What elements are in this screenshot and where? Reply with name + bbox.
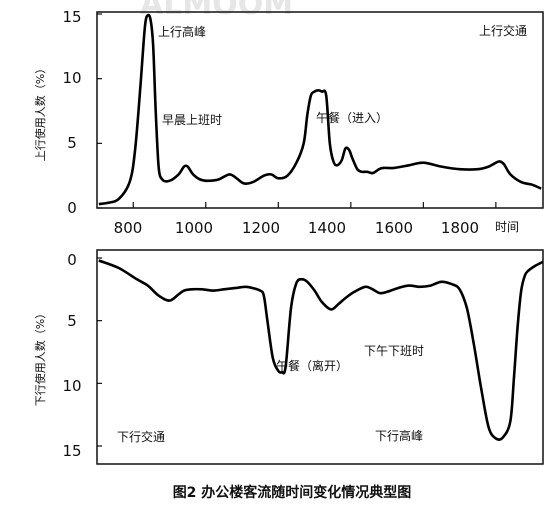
- annotation-down-peak: 下行高峰: [375, 428, 423, 443]
- x-tick-1600: 1600: [375, 219, 413, 237]
- up-tick-group: [97, 13, 497, 209]
- down-y-tick-15: 15: [62, 442, 81, 460]
- down-y-tick-0: 0: [67, 251, 77, 269]
- figure-caption: 图2 办公楼客流随时间变化情况典型图: [173, 484, 412, 501]
- annotation-lunch-in: 午餐（进入）: [316, 110, 388, 125]
- down-tick-group: [97, 257, 102, 447]
- x-tick-800: 800: [114, 219, 143, 237]
- up-y-axis-label: 上行使用人数（%）: [34, 63, 47, 161]
- up-y-tick-15: 15: [62, 8, 81, 26]
- up-traffic-line: [98, 13, 542, 206]
- up-y-tick-0: 0: [67, 199, 77, 217]
- x-tick-1800: 1800: [441, 219, 479, 237]
- watermark: ALMOOM: [140, 0, 293, 22]
- x-axis-label: 时间: [495, 220, 519, 234]
- annotation-down-traffic: 下行交通: [117, 429, 165, 444]
- annotation-up-peak: 上行高峰: [158, 24, 206, 39]
- x-tick-1200: 1200: [242, 219, 280, 237]
- annotation-up-traffic: 上行交通: [479, 23, 527, 38]
- up-chart-frame: [96, 11, 544, 209]
- down-traffic-chart: 0 5 10 15 下行使用人数（%） 午餐（离开） 下午下班时 下行交通 下行…: [34, 249, 544, 465]
- up-traffic-chart: 15 10 5 0 800 1000 1200 1400 1600 1800 时…: [34, 8, 544, 237]
- x-tick-1000: 1000: [175, 219, 213, 237]
- down-y-tick-5: 5: [67, 312, 77, 330]
- down-y-axis-label: 下行使用人数（%）: [34, 308, 47, 406]
- down-y-tick-10: 10: [62, 377, 81, 395]
- down-traffic-line: [98, 259, 544, 441]
- annotation-lunch-out: 午餐（离开）: [276, 358, 348, 373]
- up-y-tick-10: 10: [62, 69, 81, 87]
- x-tick-1400: 1400: [308, 219, 346, 237]
- up-y-tick-5: 5: [67, 134, 77, 152]
- down-chart-frame: [96, 249, 544, 465]
- annotation-morning-commute: 早晨上班时: [162, 113, 222, 127]
- annotation-evening-commute: 下午下班时: [364, 344, 424, 358]
